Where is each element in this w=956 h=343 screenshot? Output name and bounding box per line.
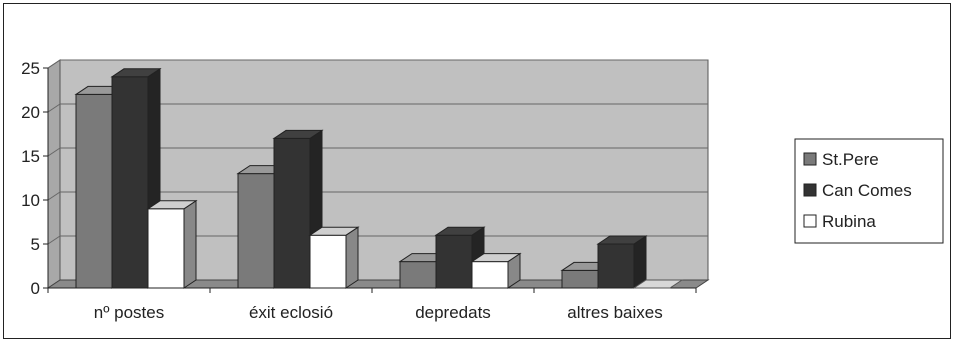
bar (470, 252, 522, 289)
bar (632, 279, 684, 289)
legend-label: Can Comes (822, 181, 912, 200)
x-tick-label: altres baixes (567, 303, 662, 322)
x-tick-label: depredats (415, 303, 491, 322)
bar-front (75, 93, 113, 289)
bar-front (273, 137, 311, 289)
legend-label: Rubina (822, 212, 876, 231)
bar-side (633, 235, 647, 289)
bar-top (272, 129, 324, 139)
x-tick-label: éxit eclosió (249, 303, 333, 322)
y-tick-label: 25 (21, 59, 40, 78)
legend-swatch (803, 183, 817, 197)
bar-top (434, 226, 486, 236)
bar (146, 199, 198, 289)
gridline-side (47, 191, 61, 201)
bar-front (597, 243, 635, 289)
bar-top (146, 200, 198, 210)
y-tick-label: 0 (31, 279, 40, 298)
bar-front (399, 261, 437, 289)
bar (110, 67, 162, 289)
y-tick-label: 5 (31, 235, 40, 254)
bar-front (309, 234, 347, 289)
bar-front (237, 173, 275, 289)
y-tick-label: 15 (21, 147, 40, 166)
bar (308, 226, 360, 289)
gridline-side (47, 103, 61, 113)
bar-front (561, 269, 599, 289)
bar-chart: 0 5 10 15 20 25 nº postes éxit eclosió depredats… (21, 59, 944, 322)
legend-box (794, 138, 944, 244)
chart-frame: 0 5 10 15 20 25 nº postes éxit eclosió depredats… (3, 3, 951, 339)
bar (596, 235, 648, 289)
bar-top (470, 253, 522, 263)
bar-top (596, 235, 648, 245)
y-tick-label: 10 (21, 191, 40, 210)
legend-swatch (803, 152, 817, 166)
x-tick-label: nº postes (94, 303, 164, 322)
bar-top (110, 68, 162, 78)
bar-front (147, 208, 185, 289)
axis-labels: 0 5 10 15 20 25 nº postes éxit eclosió depredats… (21, 59, 663, 322)
bar-front (435, 234, 473, 289)
legend-swatch (803, 214, 817, 228)
bar-top (632, 279, 684, 289)
legend-label: St.Pere (822, 150, 879, 169)
side-wall (47, 59, 61, 289)
gridline-side (47, 235, 61, 245)
bar-top (308, 226, 360, 236)
bar-side (183, 199, 197, 289)
legend: St.Pere Can Comes Rubina (794, 138, 944, 244)
bar-side (345, 226, 359, 289)
gridline-side (47, 147, 61, 157)
gridline-side (47, 59, 61, 69)
bar-front (111, 76, 149, 289)
bars (74, 67, 684, 289)
bar-front (471, 261, 509, 289)
y-tick-label: 20 (21, 103, 40, 122)
